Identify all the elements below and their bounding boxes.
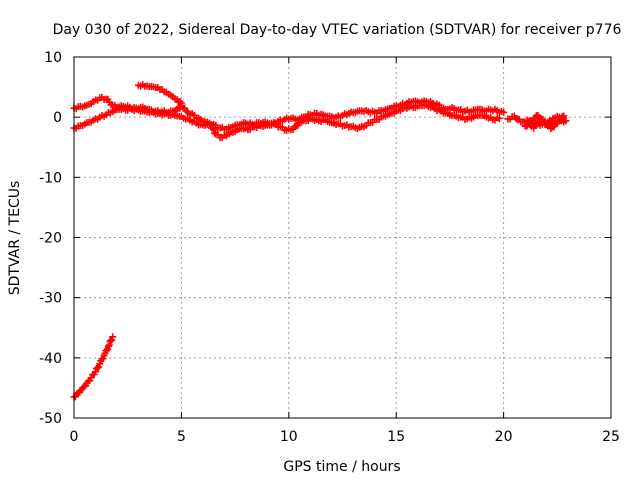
data-point [94, 364, 102, 372]
series-low-branch [70, 333, 117, 401]
data-points [70, 81, 570, 401]
data-point [104, 342, 112, 350]
x-tick-label: 20 [495, 429, 513, 445]
data-point [105, 341, 113, 349]
y-tick-label: 0 [53, 110, 62, 126]
x-tick-label: 15 [387, 429, 405, 445]
tick-labels: 0 5 10 15 20 25 10 0 -10 -20 -30 -40 -50 [39, 50, 620, 445]
x-tick-label: 25 [602, 429, 620, 445]
y-tick-label: -20 [39, 231, 62, 247]
data-point [495, 114, 503, 122]
x-axis-label: GPS time / hours [283, 459, 400, 475]
x-tick-label: 5 [177, 429, 186, 445]
axis-ticks [73, 56, 612, 419]
y-tick-label: -40 [39, 351, 62, 367]
data-point [560, 112, 568, 120]
y-tick-label: -10 [39, 170, 62, 186]
y-axis-label: SDTVAR / TECUs [7, 181, 23, 296]
data-point [210, 125, 218, 133]
data-point [500, 108, 508, 116]
data-point [103, 347, 111, 355]
data-point [109, 333, 117, 341]
chart-title: Day 030 of 2022, Sidereal Day-to-day VTE… [53, 22, 622, 38]
series-hump [134, 81, 185, 107]
data-point [209, 124, 217, 132]
data-point [80, 383, 88, 391]
y-tick-label: -30 [39, 291, 62, 307]
data-point [91, 368, 99, 376]
y-tick-label: 10 [44, 50, 62, 66]
x-tick-label: 0 [70, 429, 79, 445]
data-point [99, 355, 107, 363]
data-point [177, 99, 185, 107]
x-tick-label: 10 [280, 429, 298, 445]
y-tick-label: -50 [39, 411, 62, 427]
series-late-cluster [504, 111, 570, 133]
